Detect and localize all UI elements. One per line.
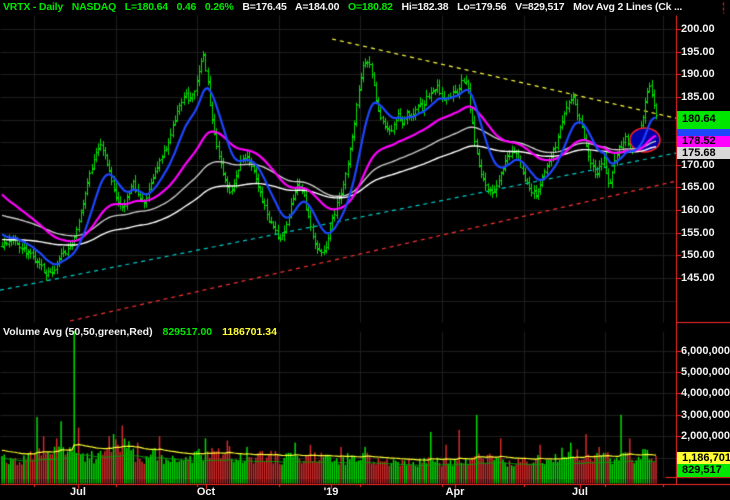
open-label: O=180.82 — [347, 1, 393, 13]
ask-label: A=184.00 — [294, 1, 340, 13]
change-percent-label: 0.26% — [204, 1, 234, 13]
quote-header: VRTX - Daily NASDAQ L=180.64 0.46 0.26% … — [3, 1, 688, 13]
change-label: 0.46 — [176, 1, 197, 13]
indicator-name-label[interactable]: Mov Avg 2 Lines (Ck ... — [573, 1, 683, 13]
volume-pane-header: Volume Avg (50,50,green,Red) 829517.00 1… — [3, 326, 284, 338]
volume-avg-green-value: 829517.00 — [162, 326, 213, 338]
low-label: Lo=179.56 — [457, 1, 507, 13]
last-price-label: L=180.64 — [124, 1, 168, 13]
symbol-period-label: VRTX - Daily — [3, 1, 64, 13]
bid-label: B=176.45 — [242, 1, 287, 13]
high-label: Hi=182.38 — [401, 1, 449, 13]
volume-indicator-label[interactable]: Volume Avg (50,50,green,Red) — [3, 326, 153, 338]
volume-avg-yellow-value: 1186701.34 — [222, 326, 277, 338]
volume-label: V=829,517 — [515, 1, 565, 13]
exchange-label: NASDAQ — [71, 1, 117, 13]
